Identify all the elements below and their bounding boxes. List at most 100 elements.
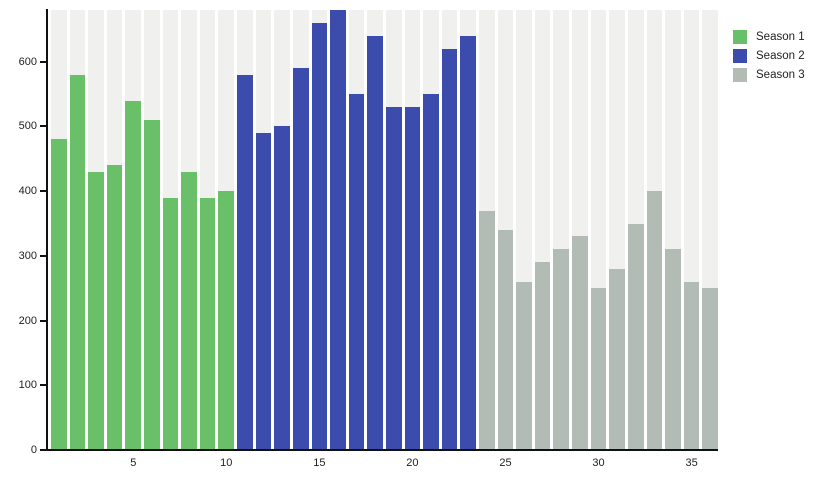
bar-background-stripe (665, 10, 681, 450)
y-axis-tick (40, 60, 46, 63)
bar-background-stripe (162, 10, 179, 450)
bar (106, 165, 123, 450)
bar-background-stripe (367, 10, 383, 450)
bar-background-stripe (423, 10, 439, 450)
bar-background-stripe (330, 10, 346, 450)
bar (609, 268, 625, 450)
bar (181, 171, 197, 450)
y-axis-tick (40, 384, 46, 387)
bar-background-stripe (572, 10, 588, 450)
legend-item-season-1: Season 1 (733, 30, 805, 44)
bar (330, 10, 346, 450)
legend-item-season-3: Season 3 (733, 68, 805, 82)
legend-swatch-season-3 (733, 68, 747, 82)
legend-label: Season 3 (756, 69, 805, 81)
bar (683, 281, 700, 450)
x-axis-tick-label: 35 (685, 457, 698, 469)
bar-background-stripe (460, 10, 477, 450)
bar (534, 262, 551, 450)
bar-background-stripe (106, 10, 123, 450)
bar (702, 288, 718, 450)
bar-background-stripe (125, 10, 142, 450)
bar-background-stripe (516, 10, 532, 450)
bar (51, 139, 67, 450)
bar (88, 171, 104, 450)
bar (348, 94, 365, 450)
legend-label: Season 2 (756, 50, 805, 62)
bar-background-stripe (702, 10, 718, 450)
bar (162, 197, 179, 450)
bar (218, 191, 235, 450)
x-axis-line (46, 449, 718, 451)
legend: Season 1 Season 2 Season 3 (733, 30, 805, 87)
bar (237, 74, 253, 450)
x-axis-tick-label: 10 (220, 457, 233, 469)
legend-label: Season 1 (756, 31, 805, 43)
y-axis-tick (40, 449, 46, 451)
bar (385, 107, 402, 450)
bar-background-stripe (404, 10, 421, 450)
bar-background-stripe (553, 10, 570, 450)
bar (69, 74, 86, 450)
bar-background-stripe (181, 10, 197, 450)
bar (646, 191, 663, 450)
plot-area (48, 10, 718, 450)
bar-background-stripe (88, 10, 104, 450)
bar (125, 100, 142, 450)
bar (627, 223, 644, 450)
legend-swatch-season-1 (733, 30, 747, 44)
y-axis-tick (40, 125, 46, 128)
bar (665, 249, 681, 450)
bar (553, 249, 570, 450)
bar (460, 35, 477, 450)
y-axis-tick-label: 600 (18, 55, 37, 68)
bar-background-stripe (497, 10, 514, 450)
bar (255, 132, 272, 450)
bar-background-stripe (627, 10, 644, 450)
bar-background-stripe (199, 10, 216, 450)
y-axis-tick-label: 400 (18, 185, 37, 198)
bar-background-stripe (385, 10, 402, 450)
bar-background-stripe (348, 10, 365, 450)
y-axis-tick (40, 190, 46, 193)
bar-background-stripe (51, 10, 67, 450)
x-axis-tick-label: 25 (499, 457, 512, 469)
bar (497, 230, 514, 450)
bar-background-stripe (218, 10, 235, 450)
bar (423, 94, 439, 450)
bar-background-stripe (292, 10, 309, 450)
bar-background-stripe (479, 10, 495, 450)
bar (479, 210, 495, 450)
y-axis-tick-label: 100 (18, 379, 37, 392)
y-axis-tick-label: 300 (18, 249, 37, 262)
y-axis-tick-label: 200 (18, 314, 37, 327)
y-axis-tick (40, 254, 46, 257)
bar (311, 22, 328, 450)
y-axis-tick-label: 0 (30, 444, 37, 456)
bar-background-stripe (274, 10, 290, 450)
bar-background-stripe (311, 10, 328, 450)
bar-background-stripe (144, 10, 160, 450)
y-axis-tick (40, 319, 46, 322)
x-axis-tick-label: 30 (592, 457, 605, 469)
bar (367, 35, 383, 450)
legend-item-season-2: Season 2 (733, 49, 805, 63)
bar-background-stripe (441, 10, 458, 450)
bar-background-stripe (609, 10, 625, 450)
bar-background-stripe (590, 10, 607, 450)
bar (199, 197, 216, 450)
y-axis-line (46, 9, 48, 450)
bar-background-stripe (534, 10, 551, 450)
bar (274, 126, 290, 450)
x-axis-tick-label: 5 (130, 457, 137, 469)
bar-background-stripe (255, 10, 272, 450)
bar-background-stripe (69, 10, 86, 450)
y-axis-tick-label: 500 (18, 120, 37, 133)
bar (292, 68, 309, 450)
bar-background-stripe (237, 10, 253, 450)
x-axis-tick-label: 20 (406, 457, 419, 469)
bar-background-stripe (646, 10, 663, 450)
bar-background-stripe (683, 10, 700, 450)
x-axis-tick-label: 15 (313, 457, 326, 469)
